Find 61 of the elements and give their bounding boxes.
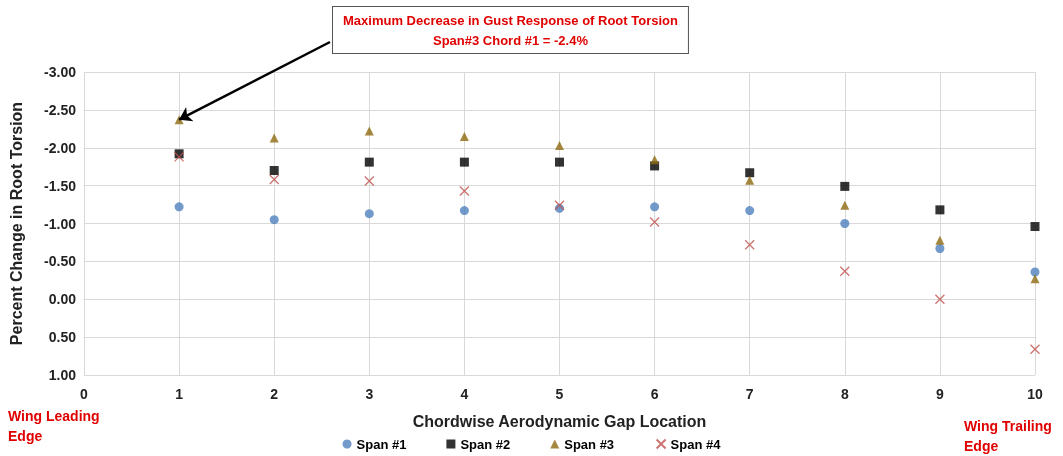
point xyxy=(744,239,755,250)
point xyxy=(364,157,374,167)
point xyxy=(364,126,374,136)
y-tick-label: -0.50 xyxy=(44,253,77,270)
point xyxy=(935,244,945,253)
x-axis-title: Chordwise Aerodynamic Gap Location xyxy=(412,412,707,430)
point xyxy=(840,200,850,210)
point xyxy=(745,175,755,185)
x-tick-label: 9 xyxy=(936,386,944,402)
y-tick-label: -3.00 xyxy=(44,64,77,80)
legend-label: Span #4 xyxy=(670,436,722,452)
point xyxy=(649,216,660,228)
x-tick-label: 1 xyxy=(175,386,184,402)
y-axis-title: Percent Change in Root Torsion xyxy=(7,101,25,346)
point xyxy=(269,174,280,185)
point xyxy=(364,175,375,187)
y-tick-label: 0.50 xyxy=(48,329,77,346)
x-tick-label: 3 xyxy=(365,386,374,402)
y-tick-label: -2.50 xyxy=(44,101,77,118)
x-tick-label: 0 xyxy=(80,386,89,402)
text: Wing Trailing Edge xyxy=(964,418,1056,454)
y-tick-label: -1.50 xyxy=(44,177,77,194)
point xyxy=(745,206,755,216)
point xyxy=(650,202,660,212)
x-tick-label: 5 xyxy=(555,386,564,402)
text: Wing Leading Edge xyxy=(8,408,104,444)
point xyxy=(459,185,470,197)
legend-label: Span #3 xyxy=(564,436,615,452)
point xyxy=(269,215,279,225)
point xyxy=(174,202,184,212)
point xyxy=(1030,267,1040,277)
point xyxy=(839,266,850,277)
point xyxy=(1030,274,1040,284)
point xyxy=(1030,222,1040,232)
point xyxy=(935,235,945,245)
point xyxy=(459,157,469,167)
point xyxy=(459,206,469,216)
point xyxy=(840,181,850,191)
y-tick-label: 1.00 xyxy=(48,367,77,383)
point xyxy=(555,140,564,150)
point xyxy=(935,205,945,215)
point xyxy=(1029,344,1041,355)
point xyxy=(840,219,850,228)
x-tick-label: 7 xyxy=(745,386,754,402)
x-tick-label: 2 xyxy=(270,386,279,402)
x-tick-label: 6 xyxy=(650,386,659,402)
y-tick-label: 0.00 xyxy=(48,291,77,308)
legend-label: Span #2 xyxy=(460,436,511,452)
point xyxy=(934,294,946,305)
x-tick-label: 10 xyxy=(1027,386,1043,402)
annotation: Maximum Decrease in Gust Response of Root Torsion Span#3 Chord #1 = -2.4% xyxy=(343,12,678,48)
x-tick-label: 8 xyxy=(840,386,849,402)
point xyxy=(269,165,279,175)
point xyxy=(364,209,374,219)
point xyxy=(555,157,564,167)
x-tick-label: 4 xyxy=(460,386,469,402)
point xyxy=(745,168,755,178)
y-tick-label: -2.00 xyxy=(44,139,77,156)
legend-label: Span #1 xyxy=(356,436,407,452)
point xyxy=(459,131,469,141)
y-tick-label: -1.00 xyxy=(44,215,77,232)
